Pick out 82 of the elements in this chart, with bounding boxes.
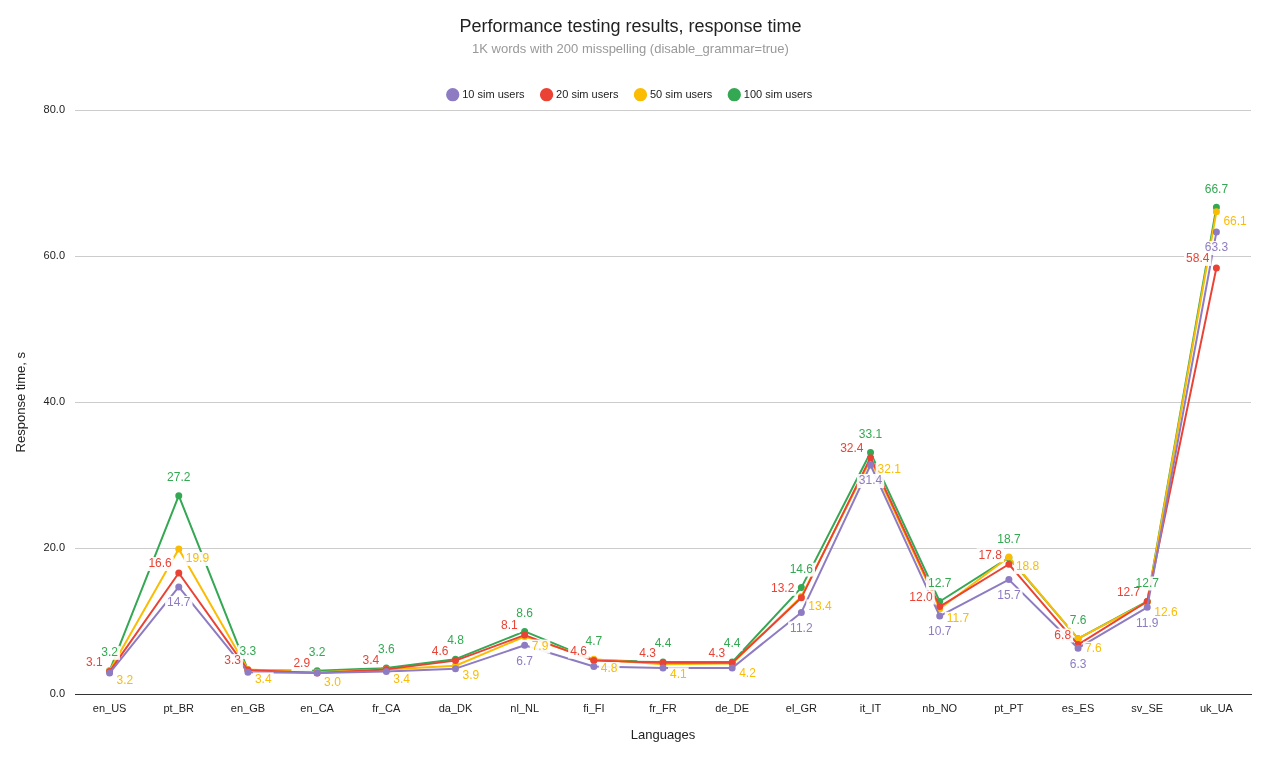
data-label: 15.7 bbox=[997, 587, 1021, 602]
data-label: 3.2 bbox=[101, 645, 119, 660]
x-tick-label: en_US bbox=[92, 701, 127, 714]
data-label: 66.7 bbox=[1204, 181, 1229, 196]
data-label: 4.7 bbox=[585, 634, 603, 649]
data-label: 3.1 bbox=[85, 654, 103, 669]
legend-label: 100 sim users bbox=[743, 87, 813, 100]
y-tick-label: 20.0 bbox=[43, 541, 66, 554]
x-tick-label: en_GB bbox=[230, 701, 266, 714]
data-label: 3.2 bbox=[116, 673, 134, 688]
x-tick-label: el_GR bbox=[785, 701, 817, 714]
data-label: 7.6 bbox=[1069, 613, 1087, 628]
x-tick-label: fr_CA bbox=[372, 701, 402, 714]
data-label: 2.9 bbox=[293, 656, 311, 671]
legend-label: 50 sim users bbox=[649, 87, 713, 100]
data-label: 16.6 bbox=[148, 556, 173, 571]
data-label: 18.7 bbox=[997, 532, 1021, 546]
data-label: 8.6 bbox=[516, 605, 534, 620]
data-label: 4.3 bbox=[708, 646, 726, 661]
data-label: 4.3 bbox=[639, 646, 657, 661]
chart-title: Performance testing results, response time bbox=[459, 15, 802, 36]
data-label: 3.2 bbox=[308, 645, 326, 660]
y-tick-label: 60.0 bbox=[43, 249, 66, 262]
x-tick-label: fr_FR bbox=[649, 701, 677, 714]
data-label: 4.8 bbox=[447, 633, 465, 648]
data-label: 10.7 bbox=[928, 624, 952, 639]
y-tick-label: 0.0 bbox=[49, 687, 66, 700]
y-axis-title: Response time, s bbox=[13, 351, 29, 453]
data-label: 19.9 bbox=[185, 551, 210, 566]
data-label: 4.2 bbox=[739, 665, 757, 680]
data-label: 7.6 bbox=[1085, 641, 1103, 656]
data-label: 3.0 bbox=[324, 674, 342, 689]
x-tick-label: nl_NL bbox=[510, 701, 540, 714]
data-label: 3.9 bbox=[462, 668, 480, 683]
data-label: 27.2 bbox=[167, 469, 191, 484]
data-label: 13.2 bbox=[771, 581, 795, 596]
data-label: 4.1 bbox=[670, 666, 688, 681]
x-tick-label: nb_NO bbox=[922, 701, 958, 714]
data-label: 8.1 bbox=[500, 618, 518, 633]
data-label: 12.7 bbox=[928, 575, 952, 590]
data-label: 13.4 bbox=[808, 598, 833, 613]
data-label: 58.4 bbox=[1186, 251, 1210, 266]
y-tick-label: 80.0 bbox=[43, 103, 66, 116]
data-label: 66.1 bbox=[1223, 213, 1248, 228]
data-label: 3.4 bbox=[362, 652, 380, 667]
data-label: 3.3 bbox=[239, 644, 257, 659]
data-label: 32.4 bbox=[840, 440, 864, 455]
data-label: 4.8 bbox=[600, 661, 618, 676]
x-tick-label: pt_PT bbox=[994, 701, 1024, 714]
data-label: 31.4 bbox=[858, 473, 883, 488]
data-label: 4.6 bbox=[570, 643, 588, 658]
x-tick-label: pt_BR bbox=[163, 701, 195, 714]
legend-label: 10 sim users bbox=[462, 87, 526, 100]
x-axis-title: Languages bbox=[630, 726, 696, 742]
data-label: 7.9 bbox=[531, 638, 549, 653]
data-label: 3.6 bbox=[377, 642, 395, 657]
chart-subtitle: 1K words with 200 misspelling (disable_grammar=true) bbox=[472, 40, 789, 56]
x-tick-label: it_IT bbox=[859, 701, 882, 714]
data-label: 11.7 bbox=[946, 611, 970, 626]
x-tick-label: en_CA bbox=[300, 701, 335, 714]
x-tick-label: fi_FI bbox=[583, 701, 605, 714]
legend-label: 20 sim users bbox=[556, 87, 619, 100]
data-label: 4.6 bbox=[431, 643, 449, 658]
data-label: 12.0 bbox=[909, 589, 934, 604]
x-tick-label: de_DE bbox=[715, 701, 749, 714]
data-label: 3.4 bbox=[254, 671, 272, 686]
y-tick-label: 40.0 bbox=[43, 395, 66, 408]
data-label: 14.7 bbox=[167, 595, 191, 610]
data-label: 11.2 bbox=[790, 620, 813, 635]
x-tick-label: sv_SE bbox=[1131, 701, 1164, 714]
x-tick-label: da_DK bbox=[438, 701, 473, 714]
data-label: 18.8 bbox=[1015, 559, 1040, 574]
data-label: 17.8 bbox=[978, 547, 1003, 562]
data-label: 4.4 bbox=[654, 636, 672, 651]
data-label: 33.1 bbox=[858, 426, 883, 441]
x-tick-label: uk_UA bbox=[1199, 701, 1234, 714]
data-label: 6.8 bbox=[1054, 627, 1072, 642]
data-label: 14.6 bbox=[789, 561, 814, 576]
x-tick-label: es_ES bbox=[1061, 701, 1095, 714]
data-label: 6.7 bbox=[516, 653, 534, 668]
data-label: 6.3 bbox=[1069, 656, 1087, 671]
data-label: 3.4 bbox=[393, 671, 411, 686]
